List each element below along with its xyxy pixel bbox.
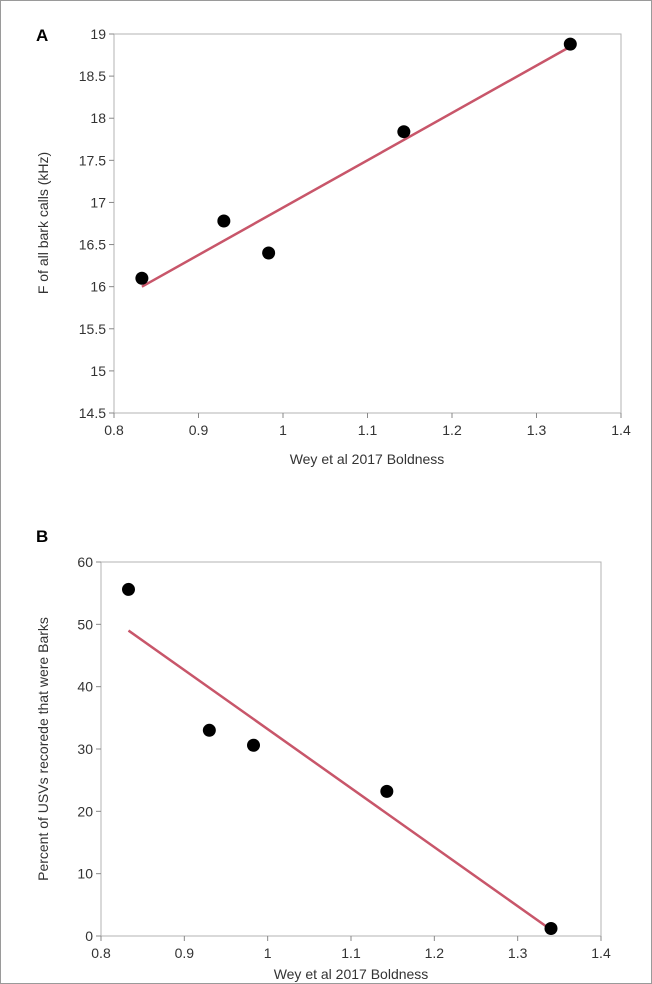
panel-a-regression-line [141,45,571,288]
panel-a-y-tick-label-5: 17 [90,194,106,210]
panel-a-letter: A [36,26,48,45]
panel-a-data-point-4 [563,37,577,51]
panel-b-x-tick-label-1: 0.9 [175,945,195,961]
panel-b-letter: B [36,527,48,546]
panel-a-points-layer [135,37,577,285]
panel-a-y-tick-label-6: 17.5 [79,152,106,168]
panel-a-y-axis: 14.5 15 15.5 16 16.5 17 17.5 18 18.5 19 [79,26,114,421]
panel-b-data-point-4 [544,922,558,936]
panel-b-points-layer [122,582,558,936]
panel-a-fit-layer [141,45,571,288]
panel-a-x-tick-label-5: 1.3 [527,422,547,438]
panel-b-data-point-3 [380,784,394,798]
panel-a-data-point-2 [262,246,276,260]
panel-a-y-tick-label-1: 15 [90,363,106,379]
panel-b-x-tick-label-0: 0.8 [91,945,111,961]
panel-a-y-tick-label-7: 18 [90,110,106,126]
panel-a-y-tick-label-4: 16.5 [79,237,106,253]
panel-b-x-tick-label-5: 1.3 [508,945,528,961]
panel-b-x-axis: 0.8 0.9 1 1.1 1.2 1.3 1.4 [91,936,611,961]
panel-b-x-tick-label-4: 1.2 [425,945,445,961]
panel-a-y-tick-label-8: 18.5 [79,68,106,84]
panel-a-data-point-3 [397,125,411,139]
panel-a-x-tick-label-3: 1.1 [358,422,378,438]
panel-a-x-tick-label-1: 0.9 [189,422,209,438]
panel-a-x-tick-label-2: 1 [279,422,287,438]
panel-b-regression-line [127,629,552,931]
panel-b-y-axis-title: Percent of USVs recorede that were Barks [35,617,51,881]
panel-b-y-axis: 0 10 20 30 40 50 60 [77,554,101,944]
panel-b-y-tick-label-5: 50 [77,616,93,632]
panel-b-y-tick-label-6: 60 [77,554,93,570]
panel-a-plot-frame [113,33,622,414]
panel-b-plot-frame [100,561,602,937]
panel-b: B 0.8 0.9 1 1.1 1.2 1.3 1.4 0 10 20 30 40 50 60 Wey … [35,527,611,982]
panel-a-data-point-0 [135,271,149,285]
panel-a-y-tick-label-0: 14.5 [79,405,106,421]
panel-b-y-tick-label-3: 30 [77,741,93,757]
panel-a-data-point-1 [217,214,231,228]
panel-b-y-tick-label-0: 0 [85,928,93,944]
panel-b-y-tick-label-2: 20 [77,803,93,819]
panel-a-x-tick-label-6: 1.4 [611,422,631,438]
panel-a-y-tick-label-3: 16 [90,279,106,295]
panel-b-data-point-1 [202,723,216,737]
panel-b-data-point-2 [247,738,260,752]
panel-a-x-tick-label-4: 1.2 [442,422,462,438]
panel-b-x-tick-label-3: 1.1 [341,945,361,961]
panel-b-x-tick-label-2: 1 [264,945,272,961]
panel-a-x-axis: 0.8 0.9 1 1.1 1.2 1.3 1.4 [104,413,631,438]
panel-b-x-tick-label-6: 1.4 [591,945,611,961]
panel-a-x-axis-title: Wey et al 2017 Boldness [290,451,445,467]
panel-b-data-point-0 [122,582,135,596]
panel-a-y-tick-label-9: 19 [90,26,106,42]
panel-b-y-tick-label-4: 40 [77,679,93,695]
panel-b-fit-layer [127,629,552,931]
panel-a-y-axis-title: F of all bark calls (kHz) [35,152,51,294]
panel-a-y-tick-label-2: 15.5 [79,321,106,337]
panel-a: A 0.8 0.9 1 1.1 1.2 1.3 1.4 14.5 15 15.5 16 16.5 17… [35,26,631,467]
panel-b-x-axis-title: Wey et al 2017 Boldness [274,966,429,982]
panel-b-y-tick-label-1: 10 [77,866,93,882]
panel-a-x-tick-label-0: 0.8 [104,422,124,438]
